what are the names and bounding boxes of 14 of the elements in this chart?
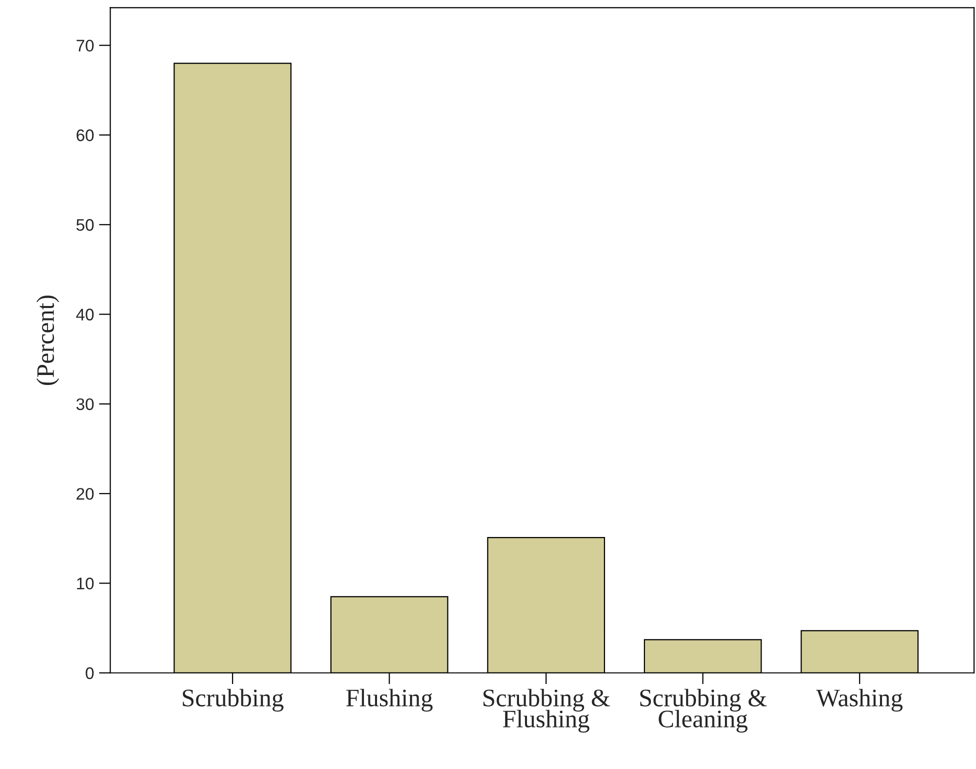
y-tick-label: 40 <box>76 308 94 320</box>
y-tick-label: 60 <box>76 129 94 142</box>
x-tick-label: Flushing <box>346 688 433 712</box>
x-tick-label: Scrubbing & Cleaning <box>640 688 767 733</box>
y-tick-label: 10 <box>77 578 94 590</box>
y-axis-title: (Percent) <box>36 296 60 385</box>
x-tick-label: Scrubbing <box>182 688 284 712</box>
y-tick-label: 30 <box>76 398 94 410</box>
y-tick-label: 50 <box>76 219 94 231</box>
x-tick-label: Scrubbing & Flushing <box>484 688 610 733</box>
x-tick-label: Washing <box>816 688 903 712</box>
y-tick-label: 70 <box>76 40 94 52</box>
y-tick-label: 0 <box>86 667 94 680</box>
y-tick-label: 20 <box>76 488 94 500</box>
